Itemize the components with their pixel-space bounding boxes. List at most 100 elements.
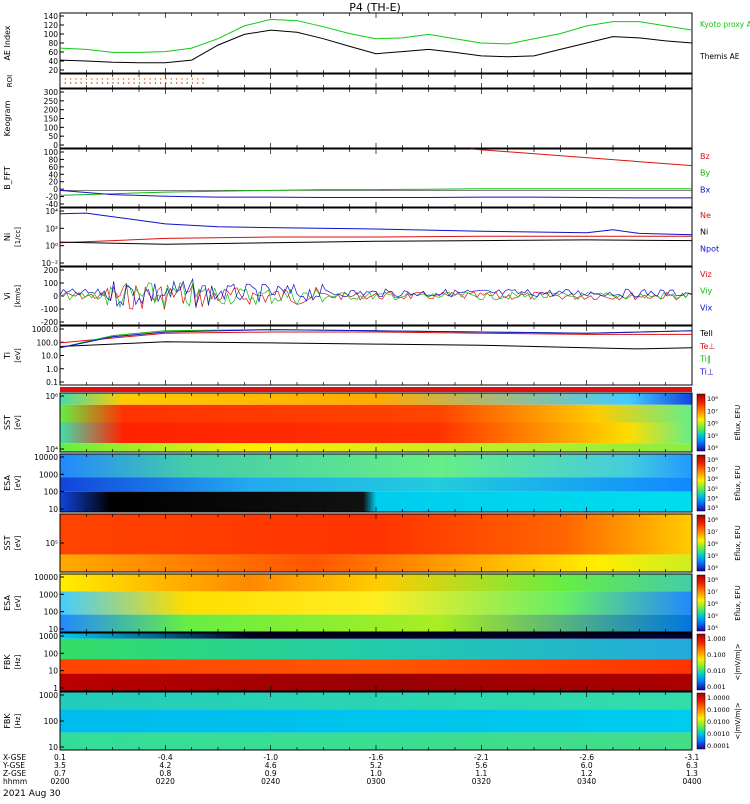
- roi-dot: [197, 78, 199, 80]
- time-axis-tick-label: 0.7: [54, 769, 66, 778]
- esa_i-colorbar-tick: 10³: [707, 504, 718, 512]
- roi-dot: [128, 78, 130, 80]
- roi-dot: [191, 78, 194, 80]
- roi-dot: [133, 78, 135, 80]
- roi-dot: [112, 82, 114, 84]
- ae-ylabel: AE Index: [3, 25, 12, 60]
- density-ytick-label: 10⁰: [45, 242, 58, 251]
- fbk_e-colorbar-tick: 0.0010: [707, 730, 730, 738]
- roi-dot: [117, 78, 119, 80]
- velocity-ytick-label: 100: [44, 279, 59, 288]
- sst_e-colorbar-tick: 10⁶: [707, 540, 718, 548]
- fbk_b-spectrogram-band: [60, 659, 692, 674]
- roi-dot: [96, 82, 98, 84]
- roi-dot: [80, 82, 82, 84]
- density-ytick-label: 10⁻²: [41, 259, 58, 268]
- keogram-ytick-label: 300: [44, 88, 59, 97]
- keogram-ytick-label: 250: [44, 97, 59, 106]
- fbk_e-spectrogram-band: [60, 732, 692, 750]
- ae-ytick-label: 140: [44, 12, 59, 21]
- time-axis-tick-label: 0.9: [265, 769, 277, 778]
- roi-dot: [75, 82, 77, 84]
- esa_i-colorbar-tick: 10⁷: [707, 466, 718, 474]
- esa_i-colorbar: [696, 454, 706, 512]
- roi-dot: [64, 82, 66, 84]
- fbk_e-colorbar-label: <|mV/m|>: [734, 702, 742, 739]
- time-axis-tick-label: 0300: [366, 777, 385, 786]
- esa_i-colorbar-tick: 10⁶: [707, 475, 718, 483]
- ae-legend-kyoto: Kyoto proxy AE: [700, 20, 750, 29]
- density-legend-ne: Ne: [700, 211, 711, 220]
- time-axis-tick-label: -1.0: [263, 753, 278, 762]
- time-axis-tick-label: 0200: [50, 777, 69, 786]
- velocity-series-viz: [59, 282, 693, 310]
- velocity-series-viy: [59, 282, 693, 309]
- roi-dot: [122, 82, 125, 84]
- roi-dot: [101, 78, 104, 80]
- roi-dot: [154, 78, 157, 80]
- esa_i-spectrogram-band: [60, 491, 692, 512]
- velocity-ylabel: Vi: [3, 292, 12, 300]
- date-label: 2021 Aug 30: [3, 789, 61, 799]
- esa_i-colorbar-tick: 10⁵: [707, 485, 718, 493]
- bfield-ylabel: B_FFT: [3, 166, 12, 190]
- ae-ytick-label: 40: [48, 57, 58, 66]
- fbk_b-spectrogram-band: [60, 638, 692, 660]
- fbk_e-colorbar-tick: 1.0000: [707, 694, 730, 702]
- roi-dot: [64, 78, 66, 80]
- time-axis-tick-label: 1.0: [370, 769, 382, 778]
- bfield-legend-by: By: [700, 169, 710, 178]
- esa_i-ylabel-unit: [eV]: [14, 475, 22, 490]
- esa_e-colorbar: [696, 574, 706, 632]
- roi-dot: [191, 82, 194, 84]
- density-legend-ni: Ni: [700, 228, 708, 237]
- keogram-ytick-label: 150: [44, 115, 59, 124]
- roi-dot: [85, 78, 88, 80]
- time-axis-tick-label: 0.1: [54, 753, 66, 762]
- sst_e-colorbar-label: Eflux, EFU: [734, 525, 742, 560]
- bfield-ytick-label: 20: [48, 178, 58, 187]
- sst_e-colorbar: [696, 514, 706, 572]
- bfield-ytick-label: 100: [44, 148, 59, 157]
- ae-panel-frame: [59, 12, 693, 74]
- roi-dot: [106, 82, 109, 84]
- fbk_b-ytick-label: 1: [53, 684, 58, 693]
- roi-dot: [112, 78, 114, 80]
- keogram-ytick-label: 200: [44, 106, 59, 115]
- bfield-series-bz: [470, 148, 693, 167]
- esa_e-ytick-label: 1000: [39, 590, 58, 599]
- esa_e-colorbar-tick: 10⁴: [707, 624, 718, 632]
- roi-dot: [122, 78, 125, 80]
- roi-dot: [165, 82, 167, 84]
- esa_i-ytick-label: 10: [48, 505, 58, 514]
- sst_e-spectrogram-band: [60, 514, 692, 555]
- density-series-npot: [59, 212, 693, 236]
- ae-legend-themis: Themis AE: [699, 52, 740, 61]
- time-axis-tick-label: -2.1: [474, 753, 489, 762]
- bfield-ytick-label: 60: [48, 163, 58, 172]
- fbk_e-spectrogram-band: [60, 709, 692, 733]
- temperature-legend-tell: Tell: [699, 329, 713, 338]
- roi-dot: [144, 82, 146, 84]
- esa_i-spectrogram-band: [60, 454, 692, 478]
- time-axis-tick-label: 0240: [261, 777, 280, 786]
- sst_e-colorbar-tick: 10⁴: [707, 564, 718, 572]
- sst_e-colorbar-tick: 10⁵: [707, 552, 718, 560]
- bfield-ytick-label: -20: [46, 193, 58, 202]
- bfield-series-bx: [59, 189, 692, 199]
- time-axis-tick-label: -0.4: [158, 753, 173, 762]
- time-axis-tick-label: 4.2: [159, 761, 171, 770]
- keogram-panel-frame: [59, 88, 693, 149]
- velocity-legend-vix: Vix: [700, 303, 713, 312]
- bfield-legend-bz: Bz: [700, 152, 710, 161]
- esa_i-ytick-label: 100: [44, 488, 59, 497]
- keogram-ytick-label: 50: [48, 132, 58, 141]
- esa_e-ytick-label: 100: [44, 608, 59, 617]
- esa_i-colorbar-label: Eflux, EFU: [734, 465, 742, 500]
- time-axis-tick-label: 4.6: [265, 761, 277, 770]
- sst_i-spectrogram-band: [60, 393, 692, 405]
- bfield-ytick-label: 0: [53, 185, 58, 194]
- roi-dot: [133, 82, 135, 84]
- roi-ylabel: ROI: [6, 75, 14, 87]
